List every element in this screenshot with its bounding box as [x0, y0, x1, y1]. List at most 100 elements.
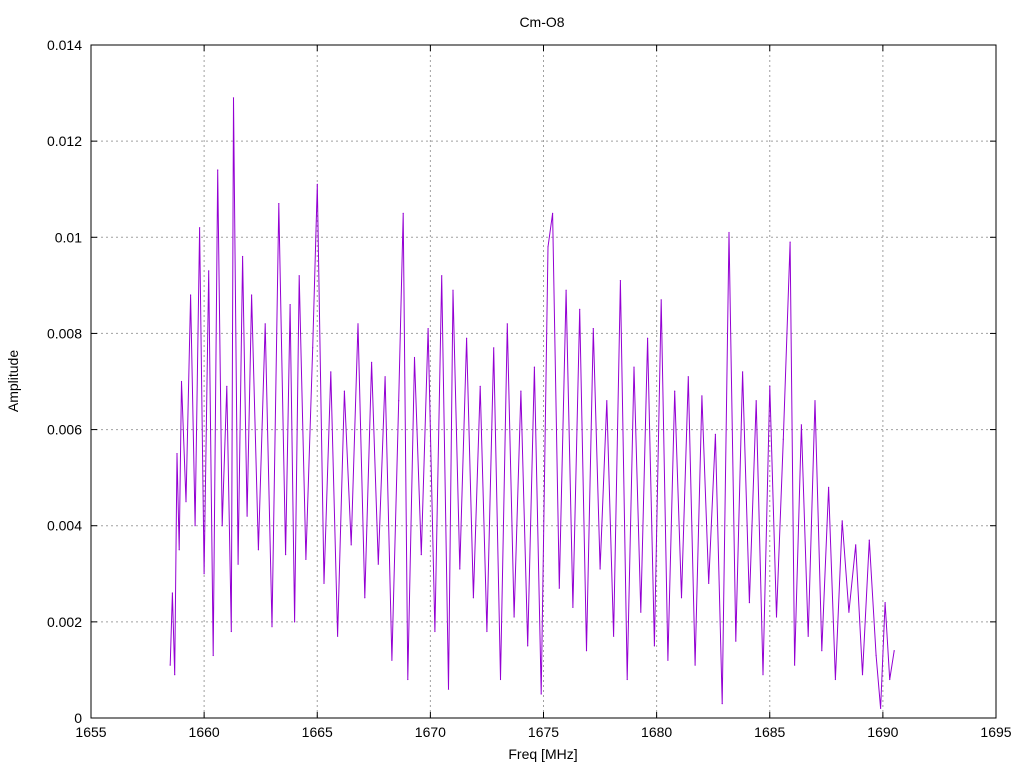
- data-point: [459, 568, 461, 570]
- data-point: [513, 616, 515, 618]
- data-point: [305, 558, 307, 561]
- series-group: [169, 97, 895, 710]
- data-point: [212, 654, 214, 657]
- data-point: [371, 361, 373, 363]
- data-point: [174, 674, 176, 676]
- y-tick-labels: 0 0.002 0.004 0.006 0.008 0.01 0.012 0.014: [47, 37, 82, 726]
- data-point: [402, 212, 404, 214]
- data-point: [232, 97, 235, 99]
- data-point: [868, 539, 870, 541]
- y-axis-label: Amplitude: [5, 350, 21, 412]
- data-point: [579, 308, 581, 310]
- data-point: [312, 347, 314, 349]
- y-tick-label: 0.012: [47, 133, 82, 149]
- data-point: [398, 400, 400, 402]
- data-point: [199, 227, 201, 229]
- data-point: [316, 183, 318, 185]
- data-point: [834, 678, 837, 681]
- data-point: [667, 659, 669, 661]
- data-point: [251, 294, 253, 296]
- data-point: [775, 616, 778, 618]
- data-point: [298, 275, 300, 277]
- data-point: [294, 621, 296, 623]
- data-point: [194, 525, 196, 527]
- data-point: [237, 563, 239, 565]
- data-point: [619, 280, 622, 282]
- data-point: [861, 674, 864, 676]
- data-point: [558, 587, 560, 589]
- data-point: [875, 654, 877, 657]
- data-point: [472, 597, 474, 599]
- x-tick-label: 1655: [75, 724, 106, 740]
- data-point: [794, 664, 796, 666]
- data-point: [592, 328, 594, 330]
- data-point: [721, 703, 723, 705]
- data-point: [680, 597, 683, 599]
- x-tick-label: 1660: [189, 724, 220, 740]
- data-point: [499, 678, 502, 681]
- y-tick-label: 0.014: [47, 37, 82, 53]
- data-point: [330, 371, 332, 373]
- data-point: [527, 645, 529, 647]
- data-point: [226, 385, 228, 387]
- data-point: [230, 630, 232, 633]
- data-point: [674, 390, 676, 392]
- data-point: [748, 602, 751, 604]
- data-point: [769, 385, 771, 387]
- data-point: [264, 323, 266, 325]
- data-point: [257, 549, 259, 551]
- data-point: [633, 366, 635, 368]
- data-point: [357, 323, 359, 325]
- data-point: [271, 626, 273, 628]
- data-point: [552, 212, 554, 214]
- data-point: [728, 231, 730, 234]
- data-point: [413, 356, 416, 359]
- data-point: [447, 688, 450, 690]
- data-point: [821, 650, 823, 652]
- x-tick-labels: 1655 1660 1665 1670 1675 1680 1685 1690 1695: [75, 724, 1011, 740]
- y-tick-label: 0.008: [47, 325, 82, 341]
- data-point: [364, 597, 366, 599]
- data-point: [893, 650, 895, 652]
- data-point: [814, 400, 816, 402]
- data-point: [493, 347, 495, 349]
- data-point: [479, 385, 481, 387]
- x-tick-label: 1665: [302, 724, 333, 740]
- data-point: [208, 270, 210, 272]
- data-point: [420, 554, 422, 556]
- data-point: [278, 203, 280, 205]
- data-point: [203, 573, 205, 575]
- data-point: [889, 678, 891, 681]
- chart-title: Cm-O8: [519, 14, 564, 30]
- data-point: [714, 433, 717, 435]
- data-point: [176, 453, 178, 455]
- tick-marks: [90, 44, 997, 719]
- data-point: [547, 246, 549, 248]
- x-tick-label: 1695: [980, 724, 1011, 740]
- y-tick-label: 0.006: [47, 422, 82, 438]
- data-point: [735, 640, 737, 642]
- data-point: [828, 486, 830, 488]
- x-tick-label: 1680: [641, 724, 672, 740]
- x-tick-label: 1690: [867, 724, 898, 740]
- data-point: [660, 299, 662, 301]
- data-point: [391, 659, 393, 661]
- data-point: [848, 611, 850, 613]
- data-point: [762, 674, 764, 676]
- data-point: [434, 630, 436, 633]
- y-tick-label: 0: [74, 710, 82, 726]
- data-point: [427, 328, 429, 330]
- y-tick-label: 0.002: [47, 614, 82, 630]
- data-point: [572, 606, 574, 609]
- data-point: [807, 635, 809, 637]
- data-point: [178, 549, 180, 551]
- data-point: [217, 169, 219, 171]
- data-point: [708, 582, 710, 585]
- data-point: [384, 376, 386, 378]
- data-point: [377, 563, 379, 565]
- data-point: [884, 602, 886, 604]
- data-point: [782, 438, 784, 440]
- data-point: [350, 544, 352, 546]
- data-point: [789, 241, 791, 243]
